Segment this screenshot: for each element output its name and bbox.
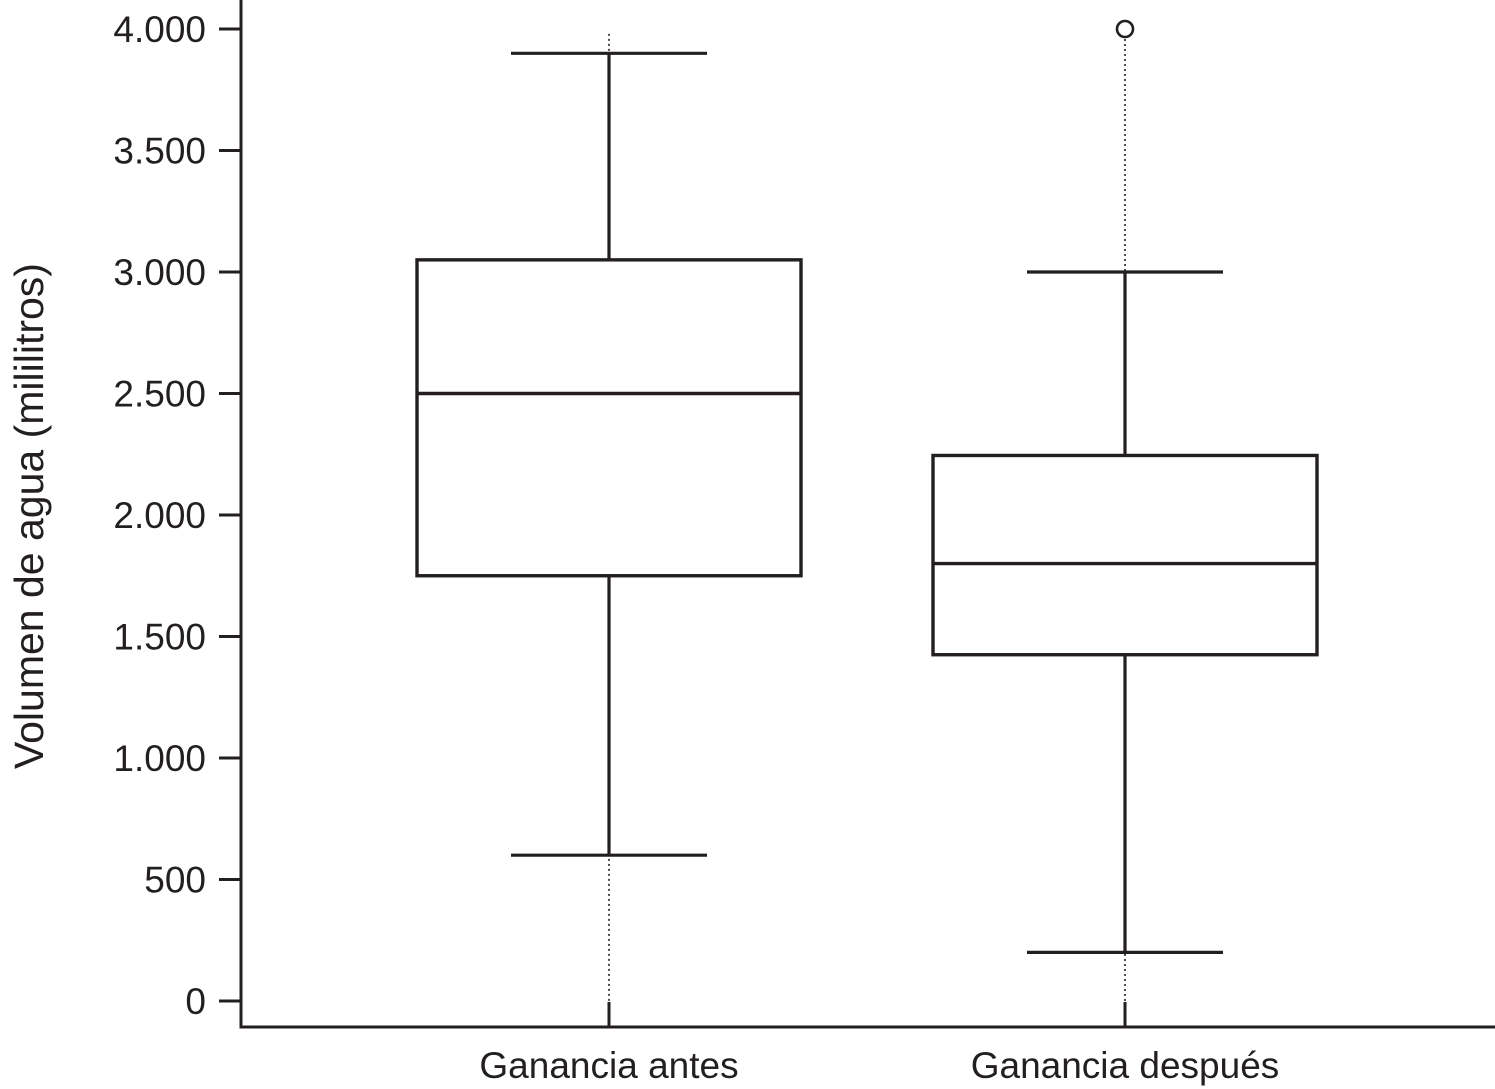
boxes bbox=[415, 19, 1319, 1027]
y-tick-label: 3.500 bbox=[113, 131, 206, 172]
x-category-label: Ganancia antes bbox=[479, 1045, 738, 1086]
y-tick-label: 2.000 bbox=[113, 495, 206, 536]
iqr-box bbox=[931, 453, 1319, 657]
y-axis-title: Volumen de agua (mililitros) bbox=[6, 263, 52, 769]
y-ticks: 0 500 1.000 1.500 2.000 2.500 3.000 3.500 4.000 bbox=[113, 9, 241, 1022]
y-tick-label: 3.000 bbox=[113, 252, 206, 293]
y-tick-label: 1.500 bbox=[113, 617, 206, 658]
y-tick-label: 1.000 bbox=[113, 738, 206, 779]
y-tick-label: 0 bbox=[185, 981, 206, 1022]
y-tick-label: 500 bbox=[144, 860, 206, 901]
iqr-box bbox=[415, 258, 803, 578]
outlier-point bbox=[1115, 19, 1135, 39]
y-tick-label: 2.500 bbox=[113, 374, 206, 415]
x-category-label: Ganancia después bbox=[971, 1045, 1280, 1086]
x-tick-labels: Ganancia antes Ganancia después bbox=[479, 1045, 1279, 1086]
y-tick-label: 4.000 bbox=[113, 9, 206, 50]
